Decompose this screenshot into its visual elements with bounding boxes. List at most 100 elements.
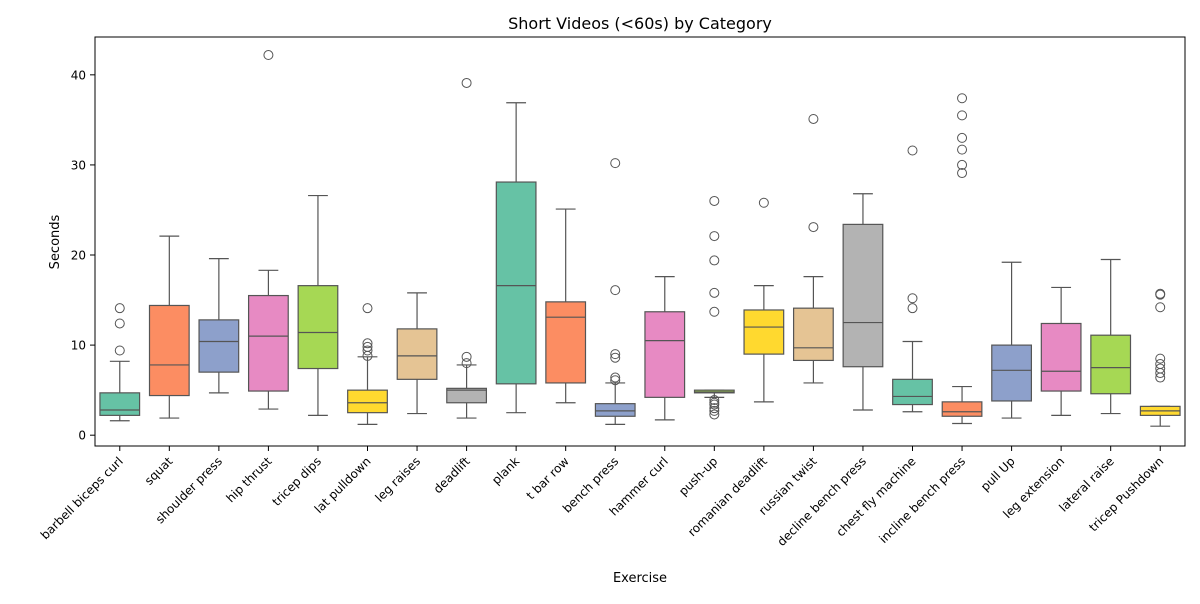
iqr-box <box>396 328 438 380</box>
box-group <box>644 276 686 421</box>
x-tick-label: pull Up <box>978 454 1018 494</box>
outlier-point <box>709 395 720 406</box>
outlier-point <box>1155 302 1166 313</box>
iqr-box <box>99 392 141 416</box>
iqr-box <box>297 285 339 370</box>
box-group <box>594 158 636 425</box>
x-tick-label: barbell biceps curl <box>38 454 126 542</box>
x-tick-label: incline bench press <box>876 454 968 546</box>
box-group <box>792 113 834 384</box>
iqr-box <box>941 401 983 417</box>
box-group <box>495 102 537 414</box>
outlier-point <box>610 158 621 169</box>
x-tick-label: plank <box>489 454 522 487</box>
box-group <box>247 50 289 410</box>
outlier-point <box>1155 353 1166 364</box>
outlier-point <box>957 159 968 170</box>
plot-area <box>99 50 1181 427</box>
outlier-point <box>709 255 720 266</box>
iqr-box <box>446 387 488 404</box>
box-group <box>99 303 141 422</box>
y-tick-label: 0 <box>78 429 86 443</box>
outlier-point <box>1155 363 1166 374</box>
y-tick-label: 20 <box>71 249 86 263</box>
iqr-box <box>1040 322 1082 392</box>
box-group <box>693 195 735 420</box>
iqr-box <box>148 304 190 397</box>
outlier-point <box>907 293 918 304</box>
box-group <box>545 208 587 404</box>
iqr-box <box>991 344 1033 402</box>
y-tick-label: 10 <box>71 339 86 353</box>
outlier-point <box>709 403 720 414</box>
iqr-box <box>892 378 933 406</box>
outlier-point <box>758 197 769 208</box>
y-axis-label: Seconds <box>48 214 63 269</box>
iqr-box <box>743 309 785 355</box>
iqr-box <box>842 223 884 368</box>
outlier-point <box>808 222 819 233</box>
box-group <box>297 194 339 416</box>
box-group <box>1139 288 1181 427</box>
outlier-point <box>709 397 720 408</box>
y-tick-label: 30 <box>71 158 86 172</box>
box-group <box>941 93 983 425</box>
outlier-point <box>362 345 373 356</box>
x-tick-label: decline bench press <box>774 454 869 549</box>
iqr-box <box>545 301 587 384</box>
y-tick-label: 40 <box>71 68 86 82</box>
chart-title: Short Videos (<60s) by Category <box>508 14 772 33</box>
outlier-point <box>610 285 621 296</box>
outlier-point <box>362 303 373 314</box>
outlier-point <box>709 287 720 298</box>
y-axis: 0 10 20 30 40 <box>71 68 95 443</box>
plot-frame <box>94 36 1186 447</box>
outlier-point <box>709 231 720 242</box>
iqr-box <box>1090 334 1132 395</box>
outlier-point <box>709 195 720 206</box>
outlier-point <box>263 50 274 61</box>
outlier-point <box>907 303 918 314</box>
outlier-point <box>114 318 125 329</box>
box-group <box>198 258 240 394</box>
outlier-point <box>709 409 720 420</box>
x-axis-label: Exercise <box>613 571 667 586</box>
outlier-point <box>808 113 819 124</box>
outlier-point <box>610 349 621 360</box>
outlier-point <box>957 132 968 143</box>
outlier-point <box>1155 359 1166 370</box>
outlier-point <box>362 341 373 352</box>
x-tick-label: hip thrust <box>223 454 274 505</box>
x-tick-label: push-up <box>676 454 720 498</box>
outlier-point <box>610 372 621 383</box>
x-tick-label: tricep dips <box>269 454 324 509</box>
outlier-point <box>610 352 621 363</box>
outlier-point <box>957 168 968 179</box>
outlier-point <box>461 358 472 369</box>
iqr-box <box>347 389 388 414</box>
iqr-box <box>198 319 240 373</box>
box-group <box>991 261 1033 419</box>
box-group <box>743 197 785 403</box>
outlier-point <box>610 375 621 386</box>
outlier-point <box>362 338 373 349</box>
box-group <box>1040 286 1082 416</box>
iqr-box <box>594 403 636 417</box>
x-tick-label: t bar row <box>524 454 572 502</box>
outlier-point <box>114 303 125 314</box>
x-tick-label: deadlift <box>431 454 473 496</box>
box-group <box>347 303 388 425</box>
box-group <box>148 235 190 419</box>
x-tick-label: leg raises <box>372 454 423 505</box>
box-group <box>842 193 884 411</box>
iqr-box <box>495 181 537 385</box>
outlier-point <box>461 351 472 362</box>
outlier-point <box>907 145 918 156</box>
outlier-point <box>957 144 968 155</box>
outlier-point <box>114 345 125 356</box>
outlier-point <box>1155 288 1166 299</box>
box-group <box>446 77 488 419</box>
iqr-box <box>644 311 686 398</box>
